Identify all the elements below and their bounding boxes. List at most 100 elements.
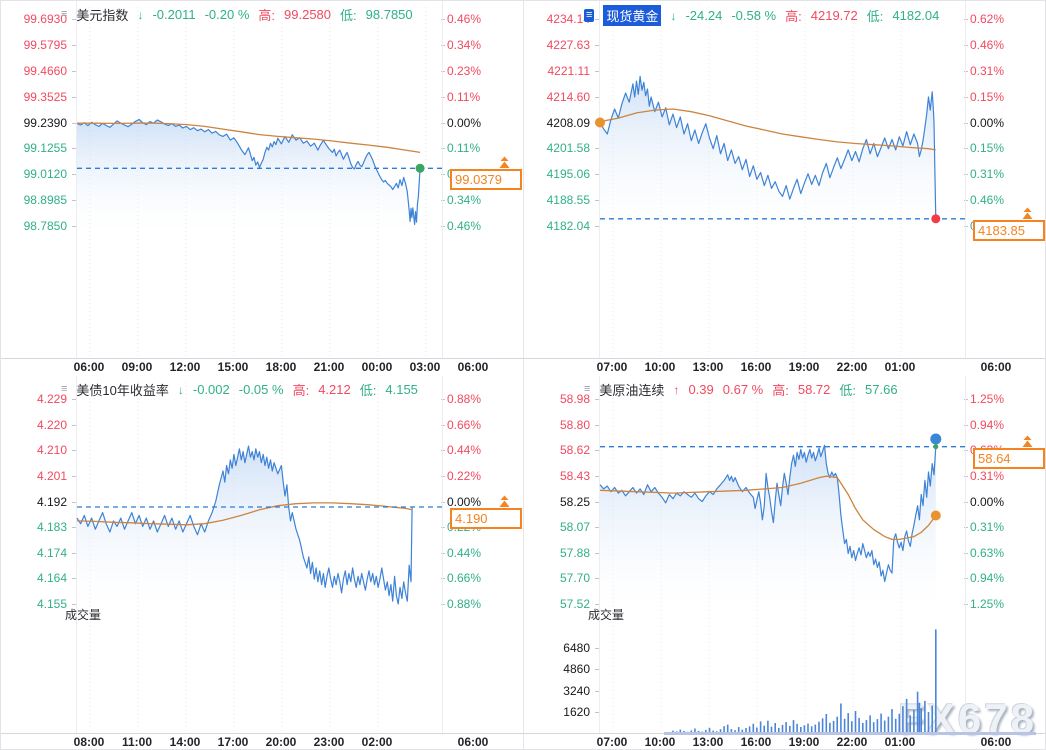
instrument-title[interactable]: 美债10年收益率: [76, 383, 169, 398]
time-label: 06:00: [73, 360, 105, 374]
time-label: 01:00: [884, 735, 916, 749]
axis-tick: [964, 450, 968, 452]
latest-marker-icon: [498, 495, 511, 508]
axis-tick: [72, 604, 76, 605]
percent-axis-label: 0.00%: [970, 494, 1005, 509]
panel-menu-icon[interactable]: ≡: [584, 383, 591, 395]
axis-tick: [72, 527, 76, 529]
percent-axis-label: 0.15%: [970, 141, 1005, 156]
percent-axis-label: 0.66%: [447, 417, 482, 432]
time-label: 07:00: [596, 735, 628, 749]
time-label: 13:00: [692, 735, 724, 749]
percent-axis-label: 0.44%: [447, 443, 482, 458]
axis-tick: [595, 604, 599, 605]
high-label: 高:: [258, 8, 276, 23]
low-label: 低:: [866, 9, 884, 24]
latest-marker-icon: [1021, 435, 1034, 448]
axis-tick: [964, 148, 968, 150]
chart-canvas[interactable]: [76, 376, 443, 733]
axis-tick: [441, 527, 445, 529]
price-axis-label: 4201.58: [546, 141, 590, 156]
time-label: 07:00: [596, 360, 628, 374]
axis-tick: [441, 399, 445, 400]
percent-axis-label: 0.15%: [970, 89, 1005, 104]
percent-axis-label: 0.34%: [447, 193, 482, 208]
axis-tick: [964, 226, 968, 227]
price-axis-label: 99.3525: [23, 89, 67, 104]
axis-tick: [964, 399, 968, 400]
chart-canvas[interactable]: [595, 1, 966, 358]
time-label: 00:00: [361, 360, 393, 374]
time-axis-line: [1, 733, 524, 734]
price-axis-label: 4.164: [36, 571, 67, 586]
time-label: 03:00: [409, 360, 441, 374]
axis-tick: [595, 552, 599, 554]
low-label: 低:: [359, 383, 377, 398]
axis-tick: [964, 475, 968, 477]
panel-spot-gold: ≡ 现货黄金 ↓ -24.24 -0.58 % 高: 4219.72 低: 4182.04 423…: [524, 1, 1045, 376]
percent-axis-label: 0.31%: [970, 167, 1005, 182]
time-label: 11:00: [121, 735, 153, 749]
volume-title: 成交量: [65, 608, 102, 622]
axis-tick: [441, 604, 445, 605]
time-axis-line: [524, 358, 1045, 359]
axis-tick: [441, 578, 445, 580]
volume-scrollbar[interactable]: [664, 732, 1036, 735]
price-axis-label: 58.80: [559, 417, 590, 432]
low-value: 57.66: [865, 382, 898, 397]
last-price-tag: 4.190: [450, 508, 522, 530]
axis-tick: [72, 174, 76, 176]
time-label: 12:00: [169, 360, 201, 374]
instrument-title[interactable]: 美元指数: [76, 8, 129, 23]
price-axis-label: 99.2390: [23, 115, 67, 130]
chart-canvas[interactable]: [76, 1, 443, 358]
axis-tick: [595, 450, 599, 452]
price-axis-label: 58.43: [559, 468, 590, 483]
axis-tick: [441, 148, 445, 150]
change-value: -0.2011: [152, 7, 196, 22]
axis-tick: [72, 450, 76, 452]
high-value: 99.2580: [284, 7, 332, 22]
axis-tick: [964, 44, 968, 46]
price-axis-label: 99.1255: [23, 141, 67, 156]
panel-header: ≡ 美债10年收益率 ↓ -0.002 -0.05 % 高: 4.212 低: 4.155: [61, 380, 418, 399]
price-axis-label: 58.98: [559, 392, 590, 406]
time-label: 23:00: [313, 735, 345, 749]
percent-axis-label: 0.34%: [447, 37, 482, 52]
instrument-title[interactable]: 美原油连续: [599, 383, 665, 398]
last-price-tag: 99.0379: [450, 169, 522, 191]
percent-axis-label: 0.46%: [970, 193, 1005, 208]
axis-tick: [964, 424, 968, 426]
percent-axis-label: 0.62%: [970, 12, 1005, 26]
percent-axis-label: 0.46%: [447, 219, 482, 233]
panel-menu-icon[interactable]: ≡: [61, 383, 68, 395]
panel-menu-icon[interactable]: ≡: [584, 9, 595, 22]
axis-tick: [441, 226, 445, 227]
axis-tick: [964, 70, 968, 72]
axis-tick: [72, 19, 76, 20]
price-axis-label: 57.70: [559, 571, 590, 586]
volume-axis-label: 4860: [563, 662, 590, 677]
panel-us10y-yield: ≡ 美债10年收益率 ↓ -0.002 -0.05 % 高: 4.212 低: 4.155 4.2…: [1, 376, 524, 749]
percent-axis-label: 0.22%: [447, 468, 482, 483]
panel-menu-icon[interactable]: ≡: [61, 8, 68, 20]
change-arrow-icon: ↑: [673, 382, 680, 397]
latest-marker-icon: [1021, 207, 1034, 220]
price-axis-label: 57.88: [559, 545, 590, 560]
axis-tick: [72, 501, 76, 503]
latest-marker-icon: [498, 156, 511, 169]
price-axis-label: 4.174: [36, 545, 67, 560]
time-label: 13:00: [692, 360, 724, 374]
axis-tick: [595, 648, 599, 649]
percent-axis-label: 1.25%: [970, 597, 1005, 611]
axis-tick: [72, 148, 76, 150]
instrument-title[interactable]: 现货黄金: [603, 5, 662, 26]
chart-canvas[interactable]: [599, 376, 966, 733]
percent-axis-label: 0.44%: [447, 545, 482, 560]
percent-axis-label: 0.94%: [970, 571, 1005, 586]
percent-axis-label: 0.46%: [447, 12, 482, 26]
axis-tick: [595, 501, 599, 503]
price-axis-label: 99.5795: [23, 37, 67, 52]
axis-tick: [964, 604, 968, 605]
axis-tick: [72, 200, 76, 202]
